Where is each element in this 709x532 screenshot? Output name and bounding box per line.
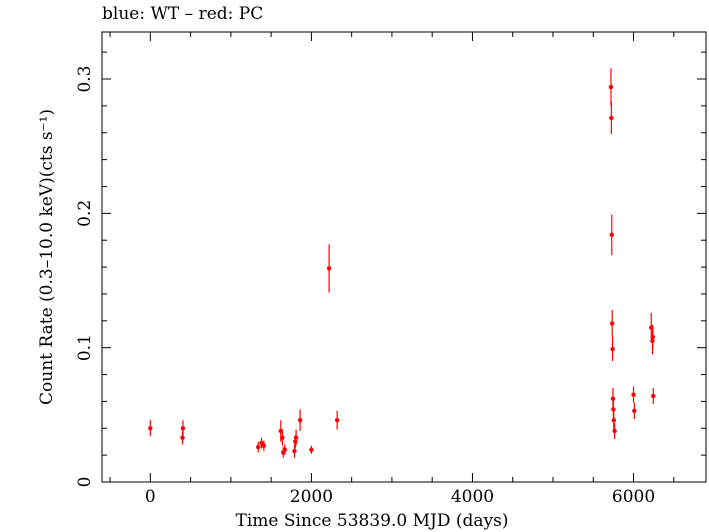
y-tick-label: 0.2 bbox=[75, 200, 95, 227]
data-point bbox=[610, 396, 616, 401]
data-point bbox=[280, 435, 285, 440]
data-point bbox=[148, 426, 153, 431]
data-point bbox=[632, 408, 637, 414]
data-point bbox=[261, 443, 267, 448]
data-point bbox=[256, 444, 261, 450]
plot-frame bbox=[101, 31, 707, 483]
data-point bbox=[609, 321, 615, 326]
data-point bbox=[609, 115, 614, 121]
axis-tick-labels: 0 2000 4000 6000 0 0.1 0.2 0.3 bbox=[75, 65, 655, 507]
data-point bbox=[612, 428, 617, 434]
data-point bbox=[292, 448, 297, 454]
data-point bbox=[334, 418, 340, 423]
data-point bbox=[293, 435, 299, 440]
y-tick-label: 0.3 bbox=[75, 65, 95, 92]
y-tick-label: 0.1 bbox=[75, 334, 95, 361]
data-point bbox=[631, 392, 636, 397]
data-point bbox=[297, 418, 303, 423]
data-point bbox=[650, 334, 656, 340]
data-point bbox=[309, 447, 314, 452]
axis-ticks bbox=[102, 32, 706, 483]
data-point bbox=[611, 418, 616, 423]
data-points bbox=[148, 68, 656, 458]
x-tick-label: 0 bbox=[145, 487, 156, 507]
x-axis-label: Time Since 53839.0 MJD (days) bbox=[236, 511, 509, 531]
y-tick-label: 0 bbox=[75, 477, 95, 488]
data-point bbox=[180, 426, 186, 431]
data-point bbox=[180, 435, 185, 440]
data-point bbox=[282, 447, 288, 452]
data-point bbox=[611, 407, 616, 412]
data-point bbox=[609, 232, 614, 238]
data-point bbox=[293, 439, 298, 444]
x-tick-label: 6000 bbox=[612, 487, 655, 507]
x-tick-label: 4000 bbox=[451, 487, 494, 507]
y-axis-label: Count Rate (0.3–10.0 keV)(cts s⁻¹) bbox=[37, 109, 57, 405]
data-point bbox=[610, 346, 615, 352]
data-point bbox=[651, 393, 656, 399]
data-point bbox=[608, 84, 614, 90]
chart-title: blue: WT – red: PC bbox=[102, 4, 264, 24]
x-tick-label: 2000 bbox=[290, 487, 333, 507]
data-point bbox=[326, 266, 332, 271]
